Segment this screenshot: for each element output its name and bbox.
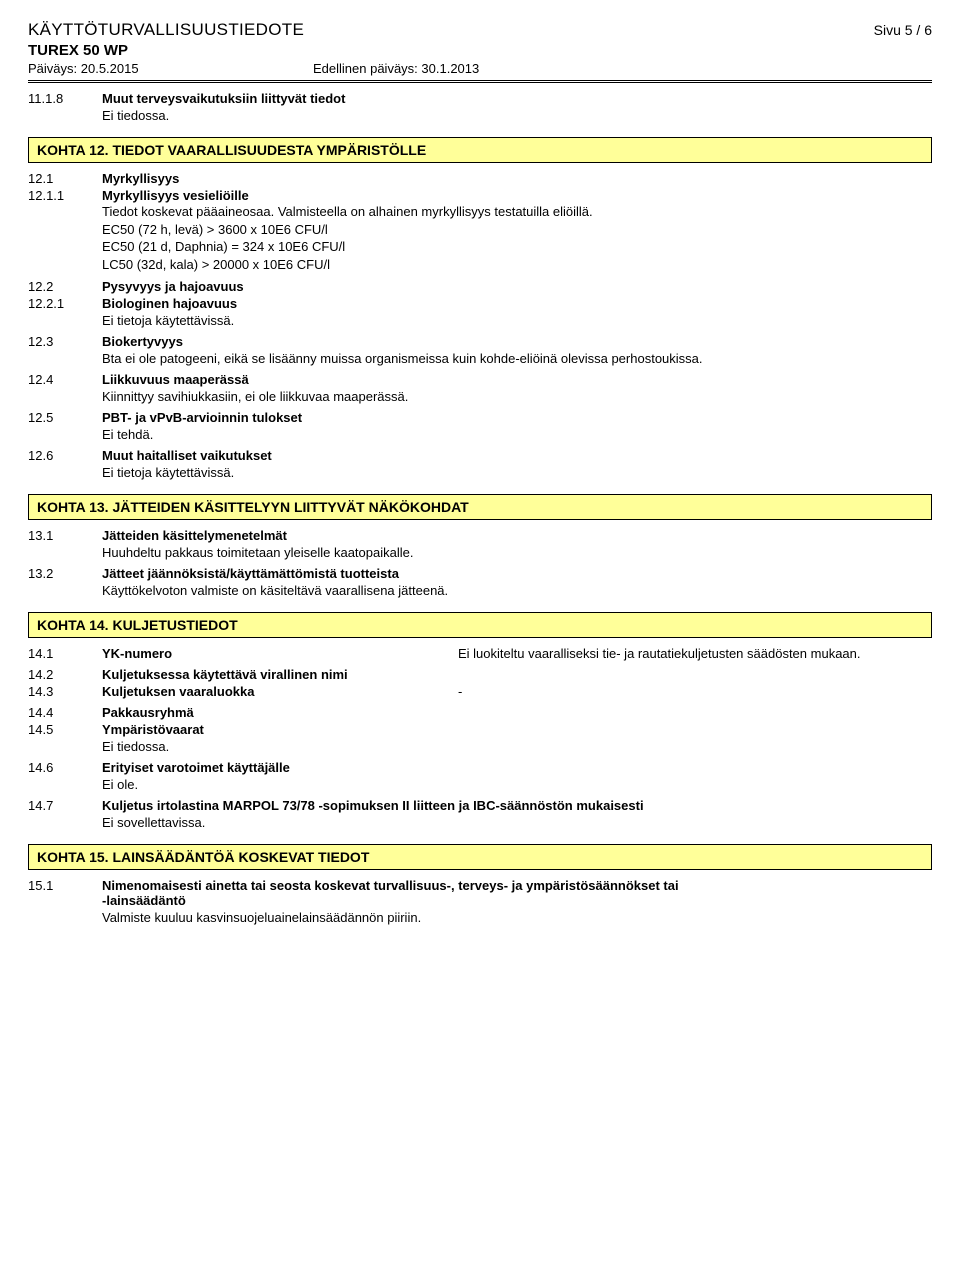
section-body: Ei tietoja käytettävissä. — [102, 313, 932, 328]
section-number: 14.3 — [28, 684, 102, 699]
section-title-line2: -lainsäädäntö — [102, 893, 932, 908]
section-bar-12: KOHTA 12. TIEDOT VAARALLISUUDESTA YMPÄRI… — [28, 137, 932, 163]
section-13-2: 13.2 Jätteet jäännöksistä/käyttämättömis… — [28, 566, 932, 598]
section-number: 13.2 — [28, 566, 102, 598]
section-12-1: 12.1 Myrkyllisyys — [28, 171, 932, 186]
section-12-1-1: 12.1.1 Myrkyllisyys vesieliöille Tiedot … — [28, 188, 932, 273]
section-title: Muut terveysvaikutuksiin liittyvät tiedo… — [102, 91, 932, 106]
section-body: Valmiste kuuluu kasvinsuojeluainelainsää… — [102, 910, 932, 925]
section-title-line1: Nimenomaisesti ainetta tai seosta koskev… — [102, 878, 932, 893]
section-number: 14.1 — [28, 646, 102, 661]
section-number: 12.2 — [28, 279, 102, 294]
section-body: Huuhdeltu pakkaus toimitetaan yleiselle … — [102, 545, 932, 560]
section-14-4: 14.4 Pakkausryhmä — [28, 705, 932, 720]
section-body: Ei tehdä. — [102, 427, 932, 442]
section-12-2-1: 12.2.1 Biologinen hajoavuus Ei tietoja k… — [28, 296, 932, 328]
section-title: PBT- ja vPvB-arvioinnin tulokset — [102, 410, 932, 425]
section-title: Myrkyllisyys — [102, 171, 932, 186]
section-number: 12.1.1 — [28, 188, 102, 273]
section-number: 14.5 — [28, 722, 102, 754]
body-line: Tiedot koskevat pääaineosaa. Valmisteell… — [102, 203, 932, 221]
section-title: Myrkyllisyys vesieliöille — [102, 188, 932, 203]
section-body: Kiinnittyy savihiukkasiin, ei ole liikku… — [102, 389, 932, 404]
section-11-1-8: 11.1.8 Muut terveysvaikutuksiin liittyvä… — [28, 91, 932, 123]
section-body: Ei ole. — [102, 777, 932, 792]
section-number: 14.2 — [28, 667, 102, 682]
section-12-4: 12.4 Liikkuvuus maaperässä Kiinnittyy sa… — [28, 372, 932, 404]
section-number: 14.7 — [28, 798, 102, 830]
section-14-6: 14.6 Erityiset varotoimet käyttäjälle Ei… — [28, 760, 932, 792]
section-14-1: 14.1 YK-numero Ei luokiteltu vaarallisek… — [28, 646, 932, 661]
section-number: 15.1 — [28, 878, 102, 925]
section-bar-13: KOHTA 13. JÄTTEIDEN KÄSITTELYYN LIITTYVÄ… — [28, 494, 932, 520]
section-title: Kuljetuksen vaaraluokka — [102, 684, 254, 699]
section-12-5: 12.5 PBT- ja vPvB-arvioinnin tulokset Ei… — [28, 410, 932, 442]
section-12-2: 12.2 Pysyvyys ja hajoavuus — [28, 279, 932, 294]
section-title: Pysyvyys ja hajoavuus — [102, 279, 932, 294]
body-line: EC50 (21 d, Daphnia) = 324 x 10E6 CFU/l — [102, 238, 932, 256]
section-body: Ei tiedossa. — [102, 739, 932, 754]
section-title: Biologinen hajoavuus — [102, 296, 932, 311]
section-number: 12.6 — [28, 448, 102, 480]
section-title: Jätteet jäännöksistä/käyttämättömistä tu… — [102, 566, 932, 581]
section-title: Liikkuvuus maaperässä — [102, 372, 932, 387]
date-current: Päiväys: 20.5.2015 — [28, 61, 313, 76]
section-13-1: 13.1 Jätteiden käsittelymenetelmät Huuhd… — [28, 528, 932, 560]
section-title: Muut haitalliset vaikutukset — [102, 448, 932, 463]
body-line: EC50 (72 h, levä) > 3600 x 10E6 CFU/l — [102, 221, 932, 239]
header-rule — [28, 80, 932, 83]
section-14-3: 14.3 Kuljetuksen vaaraluokka - — [28, 684, 932, 699]
section-title: Kuljetuksessa käytettävä virallinen nimi — [102, 667, 932, 682]
product-name: TUREX 50 WP — [28, 42, 932, 59]
section-number: 12.5 — [28, 410, 102, 442]
section-title: Pakkausryhmä — [102, 705, 932, 720]
section-title: Erityiset varotoimet käyttäjälle — [102, 760, 932, 775]
section-title: Biokertyvyys — [102, 334, 932, 349]
section-number: 13.1 — [28, 528, 102, 560]
section-number: 12.3 — [28, 334, 102, 366]
section-number: 12.4 — [28, 372, 102, 404]
section-number: 12.1 — [28, 171, 102, 186]
section-title: Ympäristövaarat — [102, 722, 932, 737]
section-title: YK-numero — [102, 646, 172, 661]
section-body: Ei sovellettavissa. — [102, 815, 932, 830]
section-number: 14.6 — [28, 760, 102, 792]
section-title: Jätteiden käsittelymenetelmät — [102, 528, 932, 543]
section-value: - — [458, 684, 932, 699]
doc-title: KÄYTTÖTURVALLISUUSTIEDOTE — [28, 20, 304, 40]
section-bar-14: KOHTA 14. KULJETUSTIEDOT — [28, 612, 932, 638]
section-15-1: 15.1 Nimenomaisesti ainetta tai seosta k… — [28, 878, 932, 925]
section-body: Käyttökelvoton valmiste on käsiteltävä v… — [102, 583, 932, 598]
section-body: Ei tietoja käytettävissä. — [102, 465, 932, 480]
section-body: Ei tiedossa. — [102, 108, 932, 123]
page-header: KÄYTTÖTURVALLISUUSTIEDOTE Sivu 5 / 6 TUR… — [28, 20, 932, 83]
page-number: Sivu 5 / 6 — [874, 22, 932, 38]
body-line: LC50 (32d, kala) > 20000 x 10E6 CFU/l — [102, 256, 932, 274]
section-title: Kuljetus irtolastina MARPOL 73/78 -sopim… — [102, 798, 932, 813]
section-number: 12.2.1 — [28, 296, 102, 328]
section-14-7: 14.7 Kuljetus irtolastina MARPOL 73/78 -… — [28, 798, 932, 830]
section-bar-15: KOHTA 15. LAINSÄÄDÄNTÖÄ KOSKEVAT TIEDOT — [28, 844, 932, 870]
section-12-6: 12.6 Muut haitalliset vaikutukset Ei tie… — [28, 448, 932, 480]
section-number: 11.1.8 — [28, 91, 102, 123]
section-value: Ei luokiteltu vaaralliseksi tie- ja raut… — [458, 646, 932, 661]
date-previous: Edellinen päiväys: 30.1.2013 — [313, 61, 479, 76]
section-number: 14.4 — [28, 705, 102, 720]
section-12-3: 12.3 Biokertyvyys Bta ei ole patogeeni, … — [28, 334, 932, 366]
section-body: Bta ei ole patogeeni, eikä se lisäänny m… — [102, 351, 932, 366]
section-14-5: 14.5 Ympäristövaarat Ei tiedossa. — [28, 722, 932, 754]
section-14-2: 14.2 Kuljetuksessa käytettävä virallinen… — [28, 667, 932, 682]
